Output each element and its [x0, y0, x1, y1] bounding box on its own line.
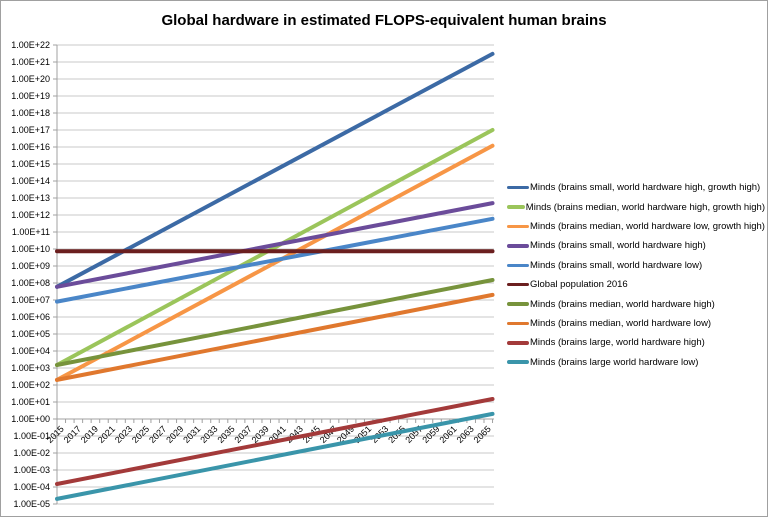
- x-tick-label: 2031: [181, 424, 202, 445]
- series-lines: [55, 51, 495, 501]
- y-tick-label: 1.00E+15: [11, 159, 50, 169]
- y-tick-label: 1.00E+19: [11, 91, 50, 101]
- y-tick-label: 1.00E-05: [13, 499, 50, 509]
- series-line: [55, 292, 495, 382]
- x-tick-label: 2033: [198, 424, 219, 445]
- x-tick-label: 2015: [45, 424, 66, 445]
- legend-label: Minds (brains median, world hardware low…: [530, 220, 765, 232]
- legend-label: Minds (brains large, world hardware high…: [530, 337, 705, 349]
- series-line: [55, 143, 495, 382]
- x-tick-label: 2061: [437, 424, 458, 445]
- legend-item: Minds (brains median, world hardware low…: [507, 217, 765, 236]
- y-tick-label: 1.00E+16: [11, 142, 50, 152]
- x-tick-label: 2065: [472, 424, 493, 445]
- y-tick-label: 1.00E+08: [11, 278, 50, 288]
- y-tick-label: 1.00E+11: [12, 227, 50, 237]
- y-tick-label: 1.00E+18: [11, 108, 50, 118]
- legend-swatch-icon: [507, 302, 529, 306]
- legend-swatch-icon: [507, 205, 525, 209]
- legend-label: Global population 2016: [530, 279, 628, 291]
- y-tick-label: 1.00E-02: [13, 448, 50, 458]
- legend-label: Minds (brains large world hardware low): [530, 356, 699, 368]
- y-tick-label: 1.00E+09: [11, 261, 50, 271]
- y-tick-label: 1.00E+17: [11, 125, 50, 135]
- x-tick-label: 2025: [130, 424, 151, 445]
- series-line: [55, 216, 495, 304]
- series-line: [55, 201, 495, 289]
- chart-title: Global hardware in estimated FLOPS-equiv…: [161, 12, 607, 29]
- legend-item: Minds (brains small, world hardware low): [507, 256, 765, 275]
- x-tick-label: 2027: [147, 424, 168, 445]
- legend-item: Minds (brains large, world hardware high…: [507, 333, 765, 352]
- series-line: [55, 128, 495, 367]
- chart-legend: Minds (brains small, world hardware high…: [507, 178, 765, 372]
- legend-label: Minds (brains median, world hardware hig…: [530, 298, 715, 310]
- y-tick-label: 1.00E+00: [11, 414, 50, 424]
- y-tick-label: 1.00E-03: [13, 465, 50, 475]
- legend-label: Minds (brains small, world hardware low): [530, 259, 703, 271]
- x-tick-label: 2063: [455, 424, 476, 445]
- legend-swatch-icon: [507, 282, 529, 287]
- y-tick-label: 1.00E+13: [11, 193, 50, 203]
- y-tick-label: 1.00E+01: [11, 397, 50, 407]
- y-tick-label: 1.00E+02: [11, 380, 50, 390]
- y-tick-label: 1.00E+04: [11, 346, 50, 356]
- y-axis-ticks: 1.00E+22 1.00E+21 1.00E+20 1.00E+19 1.00E+18…: [11, 40, 50, 509]
- y-tick-label: 1.00E+03: [11, 363, 50, 373]
- x-tick-label: 2023: [113, 424, 134, 445]
- y-tick-label: 1.00E+22: [11, 40, 50, 50]
- y-tick-label: 1.00E+20: [11, 74, 50, 84]
- y-tick-label: 1.00E+21: [11, 57, 50, 67]
- y-tick-label: 1.00E+05: [11, 329, 50, 339]
- legend-item: Minds (brains median, world hardware low…: [507, 314, 765, 333]
- legend-item: Minds (brains small, world hardware high…: [507, 178, 765, 197]
- y-tick-label: 1.00E+12: [11, 210, 50, 220]
- x-tick-label: 2017: [62, 424, 83, 445]
- legend-swatch-icon: [507, 341, 529, 345]
- y-tick-label: 1.00E+14: [11, 176, 50, 186]
- legend-swatch-icon: [507, 244, 529, 248]
- series-line: [55, 411, 495, 501]
- y-tick-label: 1.00E-01: [13, 431, 50, 441]
- legend-item: Minds (brains median, world hardware hig…: [507, 197, 765, 216]
- legend-swatch-icon: [507, 185, 529, 190]
- x-tick-label: 2029: [164, 424, 185, 445]
- series-line: [55, 278, 495, 367]
- legend-swatch-icon: [507, 360, 529, 364]
- legend-label: Minds (brains median, world hardware hig…: [525, 201, 765, 213]
- x-tick-label: 2035: [215, 424, 236, 445]
- legend-item: Global population 2016: [507, 275, 765, 294]
- legend-swatch-icon: [507, 263, 529, 267]
- legend-item: Minds (brains median, world hardware hig…: [507, 294, 765, 313]
- legend-label: Minds (brains median, world hardware low…: [530, 317, 712, 329]
- y-tick-label: 1.00E+10: [11, 244, 50, 254]
- x-tick-label: 2037: [233, 424, 254, 445]
- y-tick-label: 1.00E+07: [11, 295, 50, 305]
- x-tick-label: 2019: [79, 424, 100, 445]
- legend-label: Minds (brains small, world hardware high…: [530, 182, 761, 194]
- legend-label: Minds (brains small, world hardware high…: [530, 240, 706, 252]
- legend-item: Minds (brains large world hardware low): [507, 353, 765, 372]
- x-tick-label: 2021: [96, 424, 117, 445]
- y-tick-label: 1.00E+06: [11, 312, 50, 322]
- series-line: [55, 51, 495, 289]
- legend-item: Minds (brains small, world hardware high…: [507, 236, 765, 255]
- series-line: [55, 397, 495, 486]
- y-tick-label: 1.00E-04: [13, 482, 50, 492]
- legend-swatch-icon: [507, 321, 529, 326]
- legend-swatch-icon: [507, 224, 529, 229]
